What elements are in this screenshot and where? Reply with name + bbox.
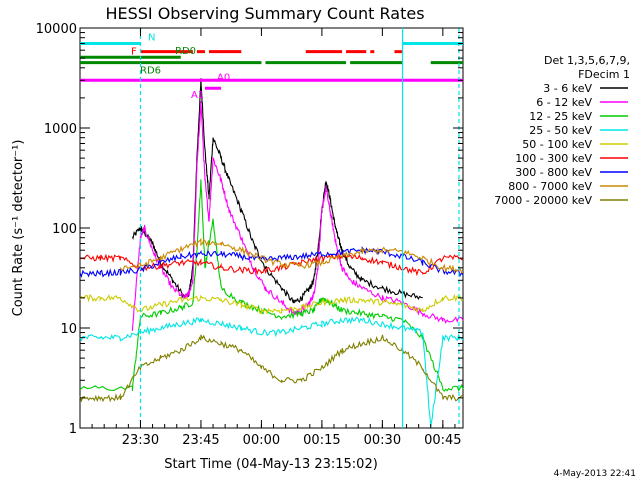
legend-entry-25-50-kev: 25 - 50 keV: [529, 124, 592, 137]
y-axis-label: Count Rate (s⁻¹ detector⁻¹): [11, 140, 26, 317]
legend-entry-6-12-kev: 6 - 12 keV: [536, 96, 592, 109]
x-tick-label: 00:45: [424, 433, 461, 448]
y-tick-label: 10000: [36, 22, 77, 37]
x-tick-label: 23:45: [182, 433, 219, 448]
legend-entry-800-7000-kev: 800 - 7000 keV: [508, 180, 592, 193]
series-300-800-kev: [79, 246, 464, 278]
x-tick-label: 23:30: [122, 433, 159, 448]
x-tick-label: 00:30: [364, 433, 401, 448]
legend-entry-50-100-kev: 50 - 100 keV: [522, 138, 592, 151]
flag-label-rd6: RD6: [140, 66, 161, 77]
legend-entry-3-6-kev: 3 - 6 keV: [543, 82, 592, 95]
flag-label-rd0: RD0: [175, 46, 196, 57]
legend-entry-100-300-kev: 100 - 300 keV: [515, 152, 592, 165]
x-axis-label: Start Time (04-May-13 23:15:02): [164, 457, 378, 472]
series-100-300-kev: [79, 252, 464, 277]
x-tick-label: 00:00: [243, 433, 280, 448]
footer-timestamp: 4-May-2013 22:41: [554, 469, 636, 479]
legend-entry-7000-20000-kev: 7000 - 20000 keV: [494, 194, 592, 207]
y-tick-label: 100: [52, 222, 77, 237]
y-tick-label: 10: [60, 322, 77, 337]
y-tick-label: 1: [69, 422, 77, 437]
plot-frame: [79, 27, 464, 429]
legend-entry-12-25-kev: 12 - 25 keV: [529, 110, 592, 123]
flag-bars: NF RD0 RD6 A1 A0: [80, 32, 463, 101]
series-800-7000-kev: [119, 237, 464, 274]
x-axis: 23:30 23:45 00:00 00:15 00:30 00:45: [79, 28, 462, 448]
series-layer: [79, 78, 464, 429]
legend-entry-300-800-kev: 300 - 800 keV: [515, 166, 592, 179]
flag-label-f: F: [131, 47, 137, 58]
vertical-markers: [139, 28, 460, 428]
series-7000-20000-kev: [79, 334, 464, 403]
series-6-12-kev: [131, 101, 464, 331]
flag-label-n: N: [148, 32, 155, 43]
series-50-100-kev: [79, 293, 464, 315]
legend-header-line-1: Det 1,3,5,6,7,9,: [544, 54, 630, 67]
chart-title: HESSI Observing Summary Count Rates: [105, 4, 424, 23]
flag-label-a1: A1: [191, 90, 204, 101]
series-12-25-kev: [79, 179, 464, 392]
flag-label-a0: A0: [217, 72, 230, 83]
y-axis: 1 10 100 1000 10000: [36, 22, 463, 437]
y-tick-label: 1000: [44, 122, 77, 137]
plot-area: NF RD0 RD6 A1 A0: [79, 27, 464, 429]
legend-header-line-2: FDecim 1: [578, 68, 630, 81]
x-tick-label: 00:15: [303, 433, 340, 448]
series-25-50-kev: [79, 316, 464, 429]
